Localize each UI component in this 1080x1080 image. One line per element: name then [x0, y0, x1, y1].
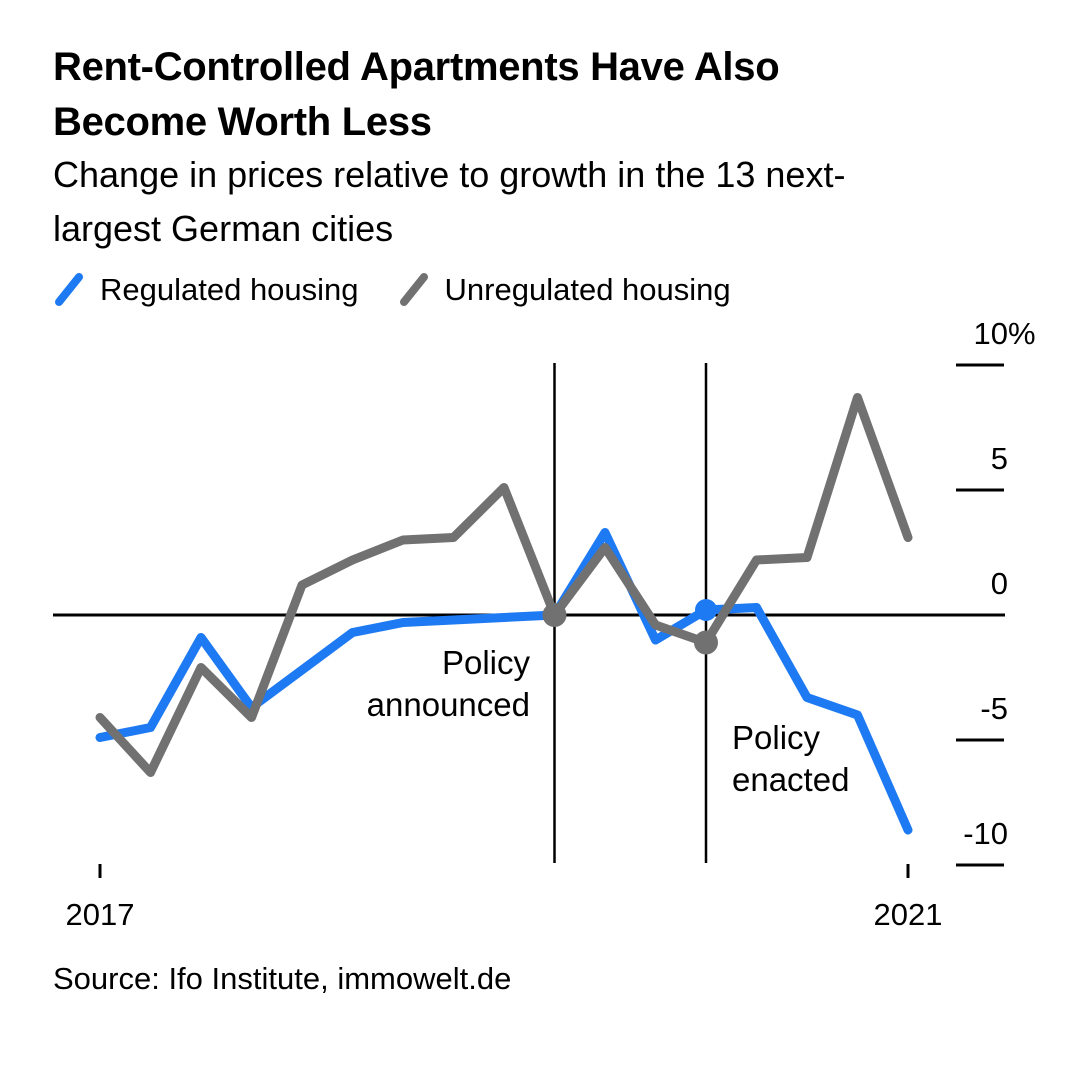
- x-label-2021: 2021: [873, 897, 943, 932]
- legend-item-unregulated: Unregulated housing: [397, 272, 731, 308]
- chart-title-line1: Rent-Controlled Apartments Have Also: [53, 45, 780, 89]
- y-label-0: 0: [990, 566, 1008, 601]
- y-label--5: -5: [980, 691, 1008, 726]
- legend: Regulated housing Unregulated housing: [52, 270, 731, 310]
- regulated-slash-icon: [55, 273, 83, 306]
- y-label--10: -10: [963, 816, 1008, 851]
- series-line-unregulated: [95, 393, 913, 777]
- policy-enacted-label: Policy enacted: [732, 717, 849, 801]
- source-note: Source: Ifo Institute, immowelt.de: [53, 961, 512, 996]
- policy-enacted-dot-regulated: [695, 599, 717, 621]
- policy-enacted-dot-unregulated: [694, 630, 718, 655]
- legend-item-regulated: Regulated housing: [52, 272, 359, 308]
- policy-announced-label-line2: announced: [366, 686, 530, 723]
- policy-announced-label-line1: Policy: [441, 644, 530, 681]
- chart-subtitle: Change in prices relative to growth in t…: [53, 148, 845, 256]
- policy-enacted-label-line1: Policy: [732, 719, 821, 756]
- chart-subtitle-line2: largest German cities: [53, 208, 394, 249]
- y-label-5: 5: [990, 441, 1008, 476]
- legend-label-regulated: Regulated housing: [100, 272, 359, 307]
- unregulated-slash-icon: [399, 273, 428, 306]
- y-label-10: 10%: [973, 316, 1036, 351]
- legend-label-unregulated: Unregulated housing: [444, 272, 731, 307]
- chart-title-line2: Become Worth Less: [53, 100, 432, 144]
- policy-announced-label: Policy announced: [367, 642, 530, 726]
- x-label-2017: 2017: [65, 897, 135, 932]
- policy-announced-dot-unregulated: [542, 603, 567, 627]
- chart-title: Rent-Controlled Apartments Have Also Bec…: [53, 40, 780, 150]
- y-label-percent-suffix: %: [1008, 316, 1036, 351]
- chart-subtitle-line1: Change in prices relative to growth in t…: [53, 154, 846, 195]
- series-line-regulated: [95, 528, 913, 835]
- policy-enacted-label-line2: enacted: [732, 761, 850, 798]
